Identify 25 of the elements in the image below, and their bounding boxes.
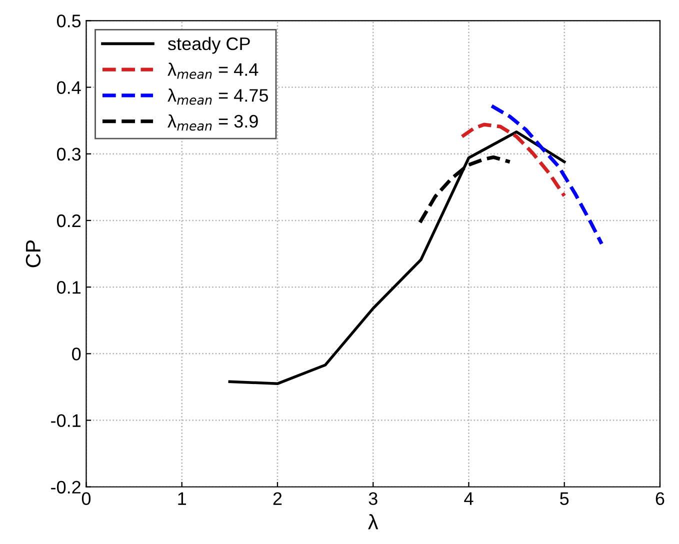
legend-label: steady CP: [168, 36, 250, 54]
y-axis-title: CP: [26, 240, 41, 268]
x-tick-label: 3: [368, 492, 378, 506]
x-tick-label: 2: [273, 492, 282, 505]
line-series: [418, 155, 512, 224]
x-tick-label: 1: [178, 492, 186, 505]
x-tick-label: 0: [82, 492, 91, 506]
x-tick-label: 5: [560, 492, 569, 506]
legend-label: λ$_{mean}$ = 4.75: [168, 88, 268, 105]
x-axis-title: λ: [368, 514, 378, 530]
line-series: [460, 122, 566, 198]
y-tick-label: 0.4: [56, 81, 81, 94]
y-tick-label: 0.5: [56, 14, 81, 28]
y-tick-label: -0.2: [51, 480, 80, 494]
x-tick-label: 4: [464, 492, 474, 505]
legend-label: λ$_{mean}$ = 3.9: [168, 114, 258, 131]
y-tick-label: 0.3: [56, 148, 81, 161]
y-tick-label: 0: [72, 348, 81, 360]
line-series: [228, 130, 566, 386]
legend-label: λ$_{mean}$ = 4.4: [168, 62, 258, 79]
x-tick-label: 6: [656, 492, 664, 506]
y-tick-label: -0.1: [51, 414, 80, 427]
y-tick-label: 0.1: [56, 281, 80, 294]
y-tick-label: 0.2: [56, 214, 80, 228]
line-series: [490, 104, 604, 246]
